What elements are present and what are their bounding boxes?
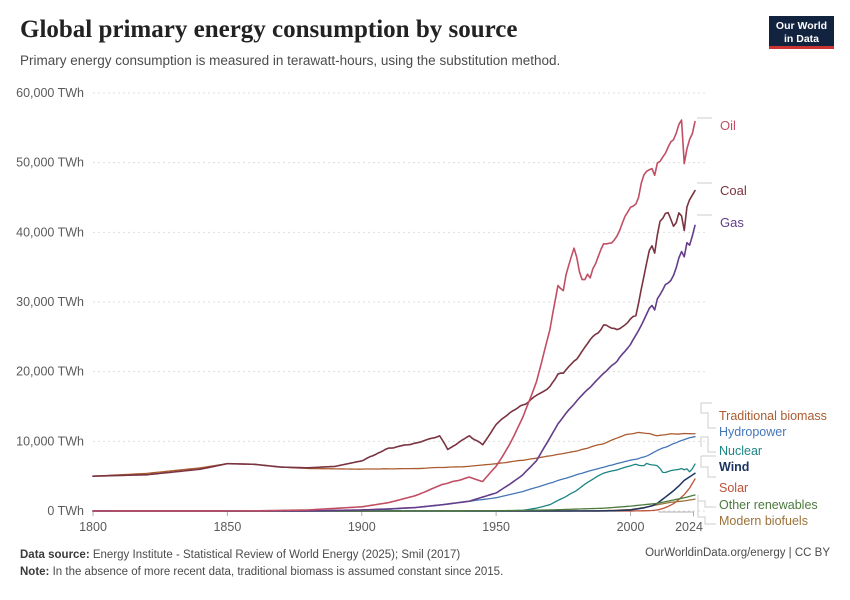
svg-text:1900: 1900 [348, 520, 376, 534]
svg-text:2000: 2000 [617, 520, 645, 534]
svg-text:20,000 TWh: 20,000 TWh [16, 365, 84, 379]
svg-text:10,000 TWh: 10,000 TWh [16, 434, 84, 448]
svg-text:0 TWh: 0 TWh [47, 504, 84, 518]
svg-text:60,000 TWh: 60,000 TWh [16, 86, 84, 100]
svg-text:1800: 1800 [79, 520, 107, 534]
svg-text:2024: 2024 [675, 520, 703, 534]
svg-text:1850: 1850 [213, 520, 241, 534]
svg-text:40,000 TWh: 40,000 TWh [16, 225, 84, 239]
svg-text:1950: 1950 [482, 520, 510, 534]
svg-text:50,000 TWh: 50,000 TWh [16, 156, 84, 170]
svg-text:30,000 TWh: 30,000 TWh [16, 295, 84, 309]
